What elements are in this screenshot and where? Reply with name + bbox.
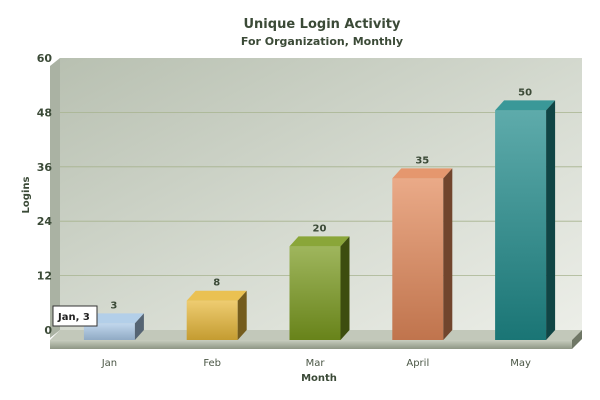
bar-may[interactable] [495, 100, 556, 340]
bar-side [237, 290, 247, 340]
y-axis-label: Logins [21, 177, 32, 214]
bar-jan[interactable] [83, 313, 144, 340]
bar-front [495, 110, 547, 340]
bar-side [340, 236, 350, 340]
y-axis-ticks: 0 12 24 36 48 60 [37, 52, 53, 337]
y-tick-label: 24 [37, 215, 53, 228]
y-tick-label: 48 [37, 106, 52, 119]
data-label: 50 [518, 87, 532, 98]
chart-title: Unique Login Activity [244, 17, 402, 32]
bar-front [186, 300, 238, 340]
y-tick-label: 60 [37, 52, 53, 65]
data-label: 20 [313, 223, 327, 234]
x-tick-label: Jan [101, 358, 117, 369]
bar-top [186, 290, 247, 301]
bar-april[interactable] [392, 168, 453, 340]
bar-side [134, 313, 144, 340]
bar-top [392, 168, 453, 179]
x-tick-label: May [510, 358, 531, 369]
plot-left-wall [50, 58, 60, 338]
data-label: 35 [415, 155, 429, 166]
bar-side [443, 168, 453, 340]
bar-mar[interactable] [289, 236, 350, 340]
bar-feb[interactable] [186, 290, 247, 340]
x-tick-label: Mar [306, 358, 326, 369]
bar-top [495, 100, 556, 111]
data-label: 3 [110, 300, 117, 311]
data-label: 8 [213, 278, 220, 289]
bar-top [289, 236, 350, 247]
bar-front [392, 178, 444, 340]
bar-front [83, 323, 135, 340]
x-axis-categories: Jan Feb Mar April May [101, 358, 531, 369]
bar-side [546, 100, 556, 340]
y-tick-label: 36 [37, 161, 53, 174]
bar-top [83, 313, 144, 324]
plot-floor-front [50, 340, 572, 349]
chart-subtitle: For Organization, Monthly [241, 35, 403, 48]
y-tick-label: 12 [37, 270, 52, 283]
x-tick-label: Feb [203, 358, 221, 369]
x-axis-label: Month [301, 373, 337, 384]
bar-front [289, 246, 341, 340]
x-tick-label: April [406, 358, 429, 369]
tooltip-text: Jan, 3 [57, 312, 90, 323]
plot-floor-side [572, 330, 582, 349]
y-tick-label: 0 [44, 324, 52, 337]
bars: 3 8 20 35 50 [83, 87, 556, 340]
tooltip: Jan, 3 [52, 305, 98, 327]
